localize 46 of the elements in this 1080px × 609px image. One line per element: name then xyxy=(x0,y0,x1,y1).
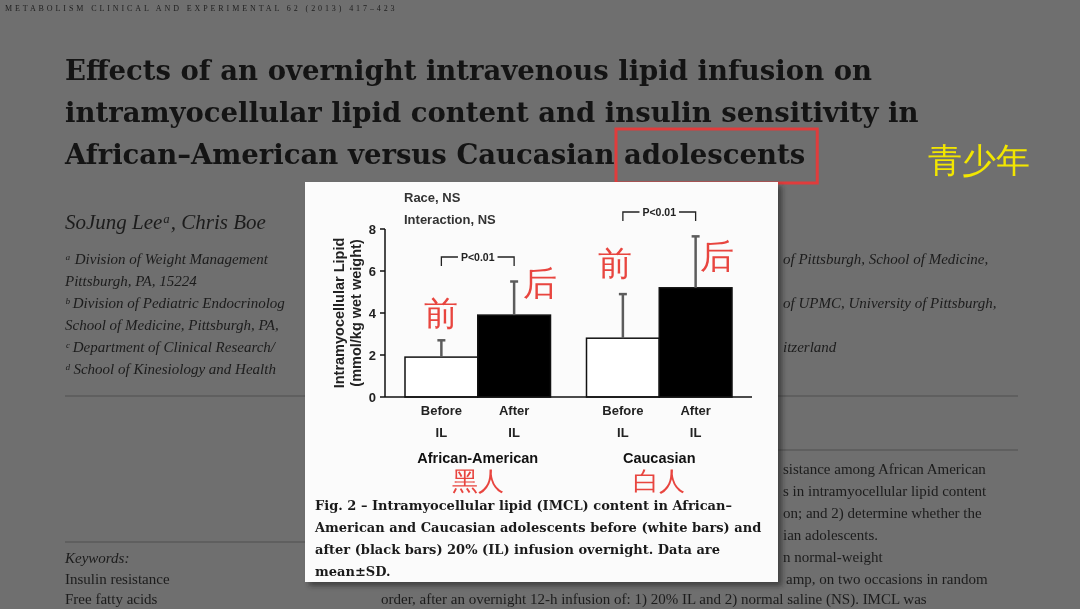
y-tick-label: 0 xyxy=(368,389,376,405)
text: Keywords: xyxy=(64,550,130,566)
text: 白人 xyxy=(633,466,686,496)
text: Before IL xyxy=(602,403,644,440)
text: Interaction, NS xyxy=(404,212,497,227)
text: n normal-weight xyxy=(783,549,884,565)
caption: Fig. 2 – Intramyocellular lipid (IMCL) content in African–American and Caucasian adolescents before (white bars) and after (black bars) 20% (IL) infusion overnight. Data are mean±SD. xyxy=(314,498,762,579)
text: ian adolescents. xyxy=(783,527,878,543)
y-tick-label: 6 xyxy=(368,263,376,279)
text: Free fatty acids xyxy=(65,591,158,607)
x-tick-label: African-American xyxy=(417,450,539,466)
text: After IL xyxy=(680,403,711,440)
text: ᶜ Department of Clinical Research/ xyxy=(65,339,277,355)
text: of Pittsburgh, School of Medicine, xyxy=(783,251,989,267)
y-tick-label: 8 xyxy=(368,221,376,237)
text: order, after an overnight 12-h infusion of: 1) 20% IL and 2) normal saline (NS). IMCL was xyxy=(381,591,927,608)
text: SoJung Leeᵃ, Chris Boe xyxy=(65,210,266,234)
text: 青少年 xyxy=(928,141,1031,179)
annotation: 后 xyxy=(699,237,734,275)
text: School of Medicine, Pittsburgh, PA, xyxy=(65,317,279,333)
text: of UPMC, University of Pittsburgh, xyxy=(783,295,997,311)
annotation: 后 xyxy=(523,264,558,302)
annotation: 前 xyxy=(424,294,459,332)
y-tick-label: 2 xyxy=(368,347,376,363)
x-tick-label: Caucasian xyxy=(622,450,696,466)
text: on; and 2) determine whether the xyxy=(783,505,983,522)
text: sistance among African American xyxy=(783,461,987,477)
text: ᵃ Division of Weight Management xyxy=(65,251,269,267)
text: 黑人 xyxy=(451,466,504,496)
series-label: After IL xyxy=(498,403,530,440)
text: Pittsburgh, PA, 15224 xyxy=(64,273,198,289)
text: Insulin resistance xyxy=(65,571,170,587)
text: itzerland xyxy=(783,339,837,355)
text: METABOLISM CLINICAL AND EXPERIMENTAL 62 (2013) 417–423 xyxy=(5,4,398,13)
annotation: P<0.01 xyxy=(460,250,495,263)
text: ᵈ School of Kinesiology and Health xyxy=(65,361,276,377)
y-axis-title: Intramyocellular Lipid (mmol/kg wet weight) xyxy=(330,237,364,389)
annotation: 前 xyxy=(597,244,632,282)
series-label: Before IL xyxy=(420,403,462,440)
text: P<0.01 xyxy=(642,205,677,218)
y-tick-label: 4 xyxy=(368,305,377,321)
chart-title: Effects of an overnight intravenous lipid infusion on intramyocellular lipid content and insulin sensitivity in African–American versus Caucasian adolescents xyxy=(64,54,919,170)
text: amp, on two occasions in random xyxy=(786,571,988,587)
text: s in intramyocellular lipid content xyxy=(783,483,988,499)
text: Race, NS xyxy=(404,190,461,205)
text: ᵇ Division of Pediatric Endocrinolog xyxy=(65,295,286,311)
